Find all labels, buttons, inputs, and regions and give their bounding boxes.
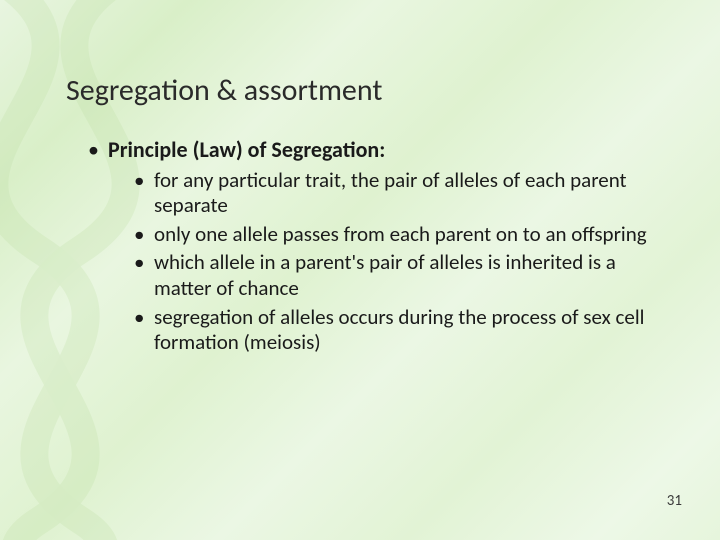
list-item: segregation of alleles occurs during the…: [134, 305, 658, 356]
page-number: 31: [667, 492, 682, 510]
list-item: which allele in a parent's pair of allel…: [134, 250, 658, 301]
slide-title: Segregation & assortment: [66, 72, 382, 109]
slide: Segregation & assortment Principle (Law)…: [0, 0, 720, 540]
list-item: for any particular trait, the pair of al…: [134, 168, 658, 219]
list-heading: Principle (Law) of Segregation:: [88, 136, 658, 164]
sub-list: for any particular trait, the pair of al…: [88, 168, 658, 356]
slide-content: Principle (Law) of Segregation: for any …: [88, 136, 658, 359]
list-item: only one allele passes from each parent …: [134, 222, 658, 248]
